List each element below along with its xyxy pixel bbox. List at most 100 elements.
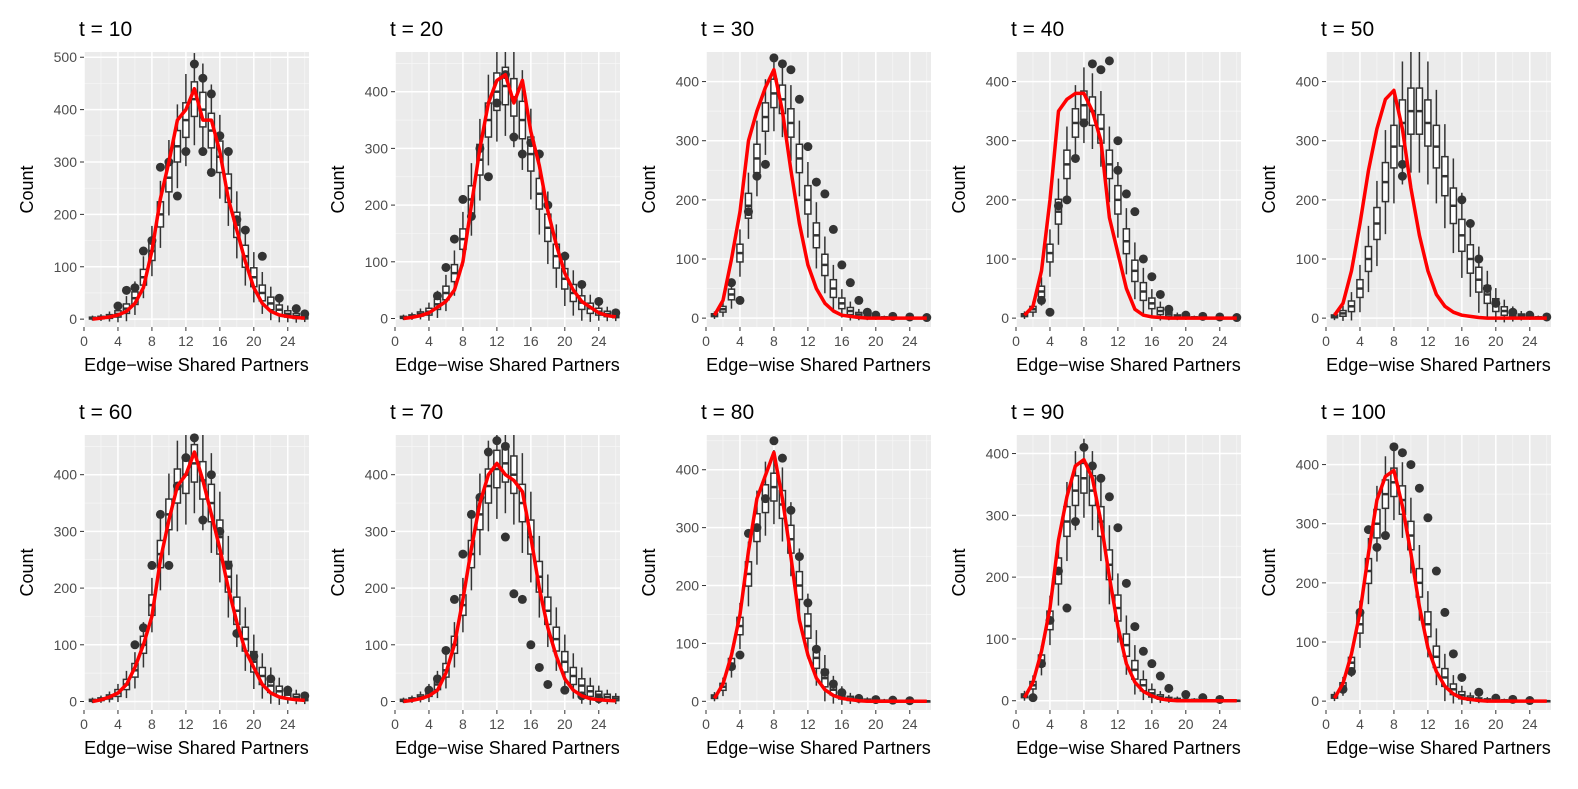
y-tick-label: 100 [54, 637, 78, 653]
outlier-point [1508, 307, 1518, 317]
outlier-point [181, 453, 191, 463]
outlier-point [1070, 153, 1080, 163]
outlier-point [1397, 171, 1407, 181]
observed-line [403, 461, 616, 704]
outlier-point [198, 515, 208, 525]
x-tick-label: 0 [1012, 333, 1020, 349]
outlier-point [1164, 304, 1174, 314]
observed-line [403, 72, 617, 321]
x-axis-title: Edge−wise Shared Partners [706, 738, 931, 758]
outlier-point [509, 589, 519, 599]
panel-title: t = 20 [390, 18, 443, 41]
outlier-point [283, 685, 293, 695]
outlier-point [820, 189, 830, 199]
x-tick-label: 20 [1178, 333, 1194, 349]
outlier-point [189, 59, 199, 69]
y-tick-label: 300 [1296, 516, 1320, 532]
y-tick-label: 0 [69, 311, 77, 327]
facet-panel: t = 70 0 4 8 12 16 20 24 0 100 200 300 400 Edge−wise … [328, 401, 620, 758]
x-tick-label: 16 [523, 716, 539, 732]
outlier-point [837, 260, 847, 270]
y-tick-label: 200 [986, 192, 1010, 208]
outlier-point [1465, 219, 1475, 229]
outlier-point [206, 470, 216, 480]
outlier-point [1397, 448, 1407, 458]
y-tick-label: 400 [54, 467, 78, 483]
x-tick-label: 4 [1356, 716, 1364, 732]
outlier-point [147, 560, 157, 570]
outlier-point [811, 177, 821, 187]
outlier-point [752, 523, 762, 533]
outlier-point [1079, 118, 1089, 128]
y-tick-label: 400 [1296, 457, 1320, 473]
y-tick-label: 0 [380, 693, 388, 709]
facet-panel: t = 80 0 4 8 12 16 20 24 0 100 200 300 400 Edge−wise … [639, 401, 931, 758]
y-tick-label: 100 [1296, 634, 1320, 650]
outlier-point [1104, 56, 1114, 66]
outlier-point [189, 433, 199, 443]
y-tick-label: 100 [1296, 251, 1320, 267]
x-tick-label: 16 [1144, 716, 1160, 732]
x-tick-label: 4 [425, 716, 433, 732]
outlier-point [1113, 523, 1123, 533]
x-tick-label: 12 [178, 716, 194, 732]
panel-title: t = 50 [1321, 18, 1374, 41]
outlier-point [1440, 607, 1450, 617]
observed-line [1022, 457, 1237, 703]
outlier-point [449, 234, 459, 244]
outlier-point [1457, 195, 1467, 205]
x-tick-label: 12 [800, 333, 816, 349]
y-tick-label: 300 [1296, 133, 1320, 149]
x-axis-title: Edge−wise Shared Partners [1016, 738, 1241, 758]
outlier-point [1138, 254, 1148, 264]
outlier-point [845, 278, 855, 288]
outlier-point [300, 309, 310, 319]
outlier-point [1448, 649, 1458, 659]
y-tick-label: 0 [1001, 310, 1009, 326]
x-tick-label: 16 [834, 333, 850, 349]
y-tick-label: 0 [1311, 693, 1319, 709]
x-tick-label: 4 [1356, 333, 1364, 349]
outlier-point [760, 159, 770, 169]
outlier-point [534, 662, 544, 672]
x-tick-label: 20 [246, 333, 262, 349]
y-tick-label: 400 [986, 74, 1010, 90]
x-tick-label: 8 [459, 716, 467, 732]
outlier-point [257, 251, 267, 261]
x-tick-label: 8 [1390, 716, 1398, 732]
outlier-point [172, 191, 182, 201]
outlier-point [735, 650, 745, 660]
x-tick-label: 24 [1522, 333, 1538, 349]
x-tick-label: 12 [489, 333, 505, 349]
outlier-point [1380, 531, 1390, 541]
x-tick-label: 16 [1454, 716, 1470, 732]
x-tick-label: 16 [212, 716, 228, 732]
x-tick-label: 20 [246, 716, 262, 732]
outlier-point [198, 73, 208, 83]
outlier-point [1113, 136, 1123, 146]
outlier-point [786, 505, 796, 515]
y-axis-title: Count [1259, 165, 1279, 213]
outlier-point [274, 293, 284, 303]
outlier-point [1491, 298, 1501, 308]
y-tick-label: 300 [54, 154, 78, 170]
x-tick-label: 0 [391, 716, 399, 732]
x-tick-label: 8 [770, 333, 778, 349]
outlier-point [483, 172, 493, 182]
facet-panel: t = 10 0 4 8 12 16 20 24 0 100 200 300 400 500 Edge−wi… [17, 18, 310, 375]
x-tick-label: 12 [489, 716, 505, 732]
outlier-point [803, 142, 813, 152]
outlier-point [1147, 659, 1157, 669]
y-tick-label: 200 [365, 580, 389, 596]
outlier-point [1113, 165, 1123, 175]
y-axis-title: Count [949, 165, 969, 213]
outlier-point [1155, 289, 1165, 299]
outlier-point [777, 59, 787, 69]
plot-background [1016, 52, 1241, 327]
y-tick-label: 300 [676, 520, 700, 536]
y-tick-label: 300 [365, 523, 389, 539]
outlier-point [854, 295, 864, 305]
outlier-point [223, 560, 233, 570]
x-axis-title: Edge−wise Shared Partners [84, 738, 309, 758]
x-tick-label: 4 [736, 333, 744, 349]
